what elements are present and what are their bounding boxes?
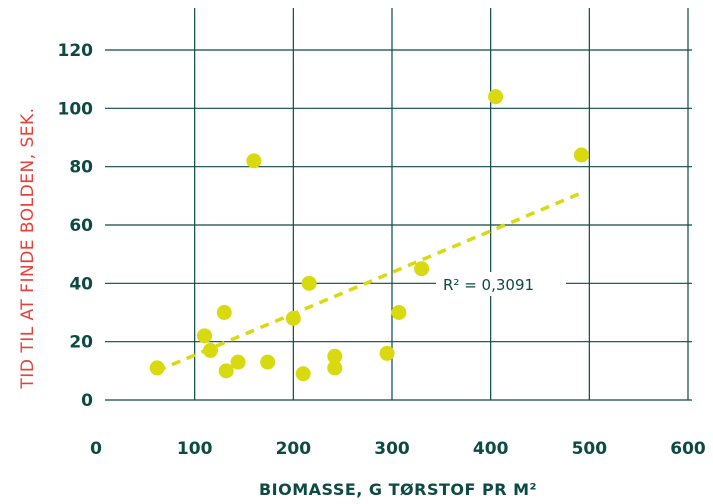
data-point: [488, 89, 504, 105]
data-point: [246, 153, 262, 169]
data-point: [327, 348, 343, 364]
data-point: [379, 345, 395, 361]
y-tick-label: 20: [69, 333, 93, 353]
y-axis-title: TID TIL AT FINDE BOLDEN, SEK.: [18, 107, 38, 389]
x-tick-label: 300: [374, 439, 410, 459]
data-point: [573, 147, 589, 163]
y-axis-ticks: 0 20 40 60 80 100 120: [58, 41, 94, 411]
data-point: [301, 275, 317, 291]
x-tick-label: 600: [670, 439, 706, 459]
r-squared-label: R² = 0,3091: [443, 276, 534, 294]
data-point: [230, 354, 246, 370]
x-tick-label: 400: [473, 439, 509, 459]
data-point: [202, 342, 218, 358]
trendline-layer: [156, 191, 583, 373]
data-point: [216, 305, 232, 320]
y-tick-label: 60: [69, 216, 93, 236]
x-tick-label: 0: [90, 439, 102, 459]
data-point: [295, 366, 311, 382]
data-point: [260, 354, 276, 370]
data-point: [149, 360, 165, 376]
data-point: [391, 305, 407, 320]
y-tick-label: 80: [69, 158, 93, 178]
trendline: [156, 191, 583, 373]
x-axis-ticks: 0 100 200 300 400 500 600: [90, 439, 706, 459]
x-tick-label: 500: [572, 439, 608, 459]
y-tick-label: 0: [81, 391, 93, 411]
y-tick-label: 40: [69, 274, 93, 294]
x-tick-label: 100: [177, 439, 213, 459]
data-point: [285, 310, 301, 326]
data-point: [218, 363, 234, 379]
y-tick-label: 120: [58, 41, 94, 61]
r-squared-annotation: R² = 0,3091: [436, 272, 566, 296]
x-tick-label: 200: [276, 439, 312, 459]
data-points: [149, 89, 589, 382]
grid: [105, 8, 692, 401]
y-tick-label: 100: [58, 99, 94, 119]
x-axis-title: BIOMASSE, G TØRSTOF PR M²: [259, 480, 537, 499]
data-point: [327, 360, 343, 376]
data-point: [414, 261, 430, 277]
data-point: [197, 328, 213, 344]
